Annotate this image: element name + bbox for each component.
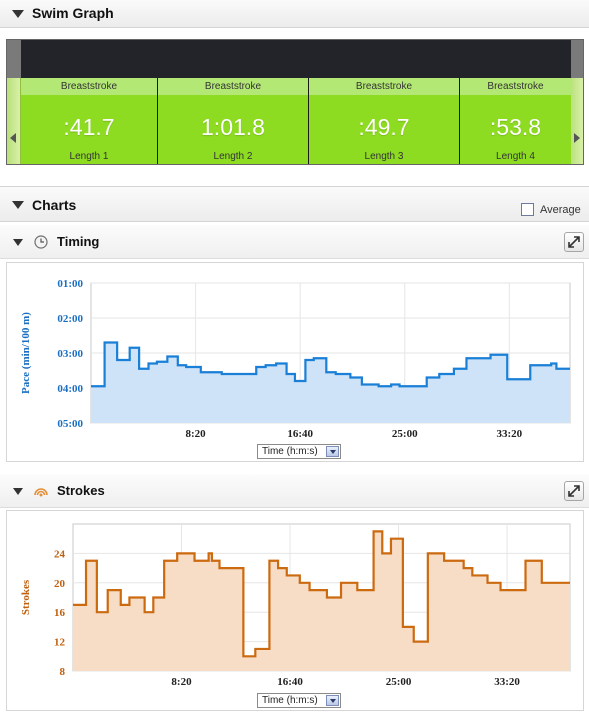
timing-header[interactable]: Timing	[0, 225, 589, 259]
length-stroke-type: Breaststroke	[158, 78, 308, 95]
y-tick-label: 03:00	[57, 348, 83, 360]
length-label: Length 2	[213, 151, 253, 162]
timing-x-axis-select[interactable]: Time (h:m:s)	[257, 444, 341, 459]
y-tick-label: 24	[54, 548, 66, 560]
timing-chart: 01:00 02:00 03:00 04:00 05:00 8:20 16:40 25:00 3…	[20, 278, 571, 440]
swim-graph-title: Swim Graph	[32, 5, 114, 21]
length-time: 1:01.8	[201, 114, 265, 140]
timing-title: Timing	[57, 234, 100, 249]
y-tick-label: 12	[54, 637, 66, 649]
y-axis-label: Strokes	[20, 579, 32, 615]
x-tick-label: 8:20	[185, 428, 206, 440]
y-tick-label: 20	[54, 578, 66, 590]
average-label: Average	[540, 204, 581, 216]
series-line	[73, 530, 570, 658]
x-tick-label: 8:20	[171, 676, 192, 688]
y-tick-label: 05:00	[57, 418, 83, 430]
collapse-triangle-icon[interactable]	[13, 239, 23, 246]
length-stroke-type: Breaststroke	[21, 78, 157, 95]
collapse-triangle-icon[interactable]	[13, 488, 23, 495]
y-tick-label: 16	[54, 607, 66, 619]
scroll-left-button[interactable]	[7, 78, 21, 164]
length-stroke-type: Breaststroke	[460, 78, 571, 95]
chevron-left-icon	[10, 133, 16, 143]
series-area	[73, 531, 570, 671]
strokes-title: Strokes	[57, 483, 105, 498]
x-tick-label: 33:20	[494, 676, 520, 688]
series-area	[91, 342, 570, 423]
length-label: Length 4	[496, 151, 535, 162]
collapse-triangle-icon[interactable]	[12, 10, 24, 18]
series-line	[91, 341, 570, 388]
charts-header[interactable]: Charts	[0, 186, 589, 222]
stroke-rate-icon	[34, 488, 48, 497]
x-tick-label: 25:00	[386, 676, 412, 688]
chevron-down-icon[interactable]	[326, 446, 339, 457]
x-tick-label: 33:20	[497, 428, 523, 440]
y-axis-label: Pace (min/100 m)	[20, 312, 32, 394]
chevron-right-icon	[574, 133, 580, 143]
length-cell-4[interactable]: Breaststroke :53.8 Length 4	[460, 78, 571, 164]
y-tick-label: 8	[60, 666, 66, 678]
strokes-x-axis-select[interactable]: Time (h:m:s)	[257, 693, 341, 708]
length-time: :49.7	[358, 114, 410, 140]
length-cell-2[interactable]: Breaststroke 1:01.8 Length 2	[158, 78, 309, 164]
length-stroke-type: Breaststroke	[309, 78, 459, 95]
expand-icon	[568, 236, 580, 248]
expand-icon	[568, 485, 580, 497]
y-tick-label: 02:00	[57, 313, 83, 325]
chevron-down-icon[interactable]	[326, 695, 339, 706]
swim-graph-strip: Breaststroke :41.7 Length 1 Breaststroke…	[6, 39, 584, 165]
length-time: :53.8	[489, 114, 542, 140]
strip-dark-band	[21, 40, 571, 78]
strokes-header[interactable]: Strokes	[0, 474, 589, 508]
scroll-right-button[interactable]	[569, 78, 583, 164]
strokes-x-axis-select-value: Time (h:m:s)	[262, 695, 318, 706]
y-tick-label: 01:00	[57, 278, 83, 290]
timing-expand-button[interactable]	[564, 232, 584, 252]
x-tick-label: 16:40	[277, 676, 303, 688]
clock-icon	[34, 235, 48, 249]
length-cell-1[interactable]: Breaststroke :41.7 Length 1	[21, 78, 158, 164]
timing-x-axis-select-value: Time (h:m:s)	[262, 446, 318, 457]
x-tick-label: 16:40	[287, 428, 313, 440]
swim-graph-header[interactable]: Swim Graph	[0, 0, 589, 28]
strokes-expand-button[interactable]	[564, 481, 584, 501]
length-cell-3[interactable]: Breaststroke :49.7 Length 3	[309, 78, 460, 164]
length-label: Length 1	[69, 151, 109, 162]
y-tick-label: 04:00	[57, 383, 83, 395]
length-label: Length 3	[364, 151, 404, 162]
length-time: :41.7	[63, 114, 115, 140]
average-checkbox[interactable]	[521, 203, 534, 216]
charts-title: Charts	[32, 197, 77, 213]
collapse-triangle-icon[interactable]	[12, 201, 24, 209]
strokes-chart-panel: 8 12 16 20 24 8:20 16:40 25:00 33:20 Strokes Time…	[6, 510, 584, 711]
timing-chart-panel: 01:00 02:00 03:00 04:00 05:00 8:20 16:40 25:00 3…	[6, 262, 584, 462]
x-tick-label: 25:00	[392, 428, 418, 440]
strokes-chart: 8 12 16 20 24 8:20 16:40 25:00 33:20 Strokes	[20, 523, 571, 688]
